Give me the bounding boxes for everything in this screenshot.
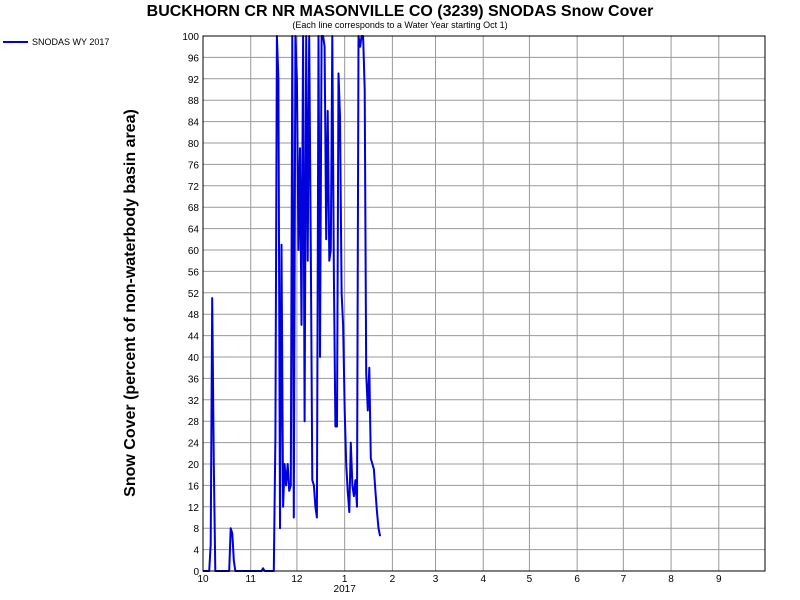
y-tick-label: 20 bbox=[188, 460, 200, 471]
y-tick-label: 72 bbox=[188, 182, 200, 193]
y-tick-label: 60 bbox=[188, 246, 200, 257]
y-tick-label: 96 bbox=[188, 53, 200, 64]
x-tick-label: 5 bbox=[527, 574, 533, 585]
y-tick-label: 84 bbox=[188, 118, 200, 129]
legend: SNODAS WY 2017 bbox=[3, 37, 109, 47]
y-tick-label: 76 bbox=[188, 160, 200, 171]
y-tick-label: 0 bbox=[193, 567, 199, 578]
x-tick-label: 8 bbox=[668, 574, 674, 585]
chart-title: BUCKHORN CR NR MASONVILLE CO (3239) SNOD… bbox=[146, 3, 654, 20]
y-tick-label: 44 bbox=[188, 332, 200, 343]
y-tick-label: 12 bbox=[188, 503, 200, 514]
y-tick-label: 52 bbox=[188, 289, 200, 300]
y-axis-label: Snow Cover (percent of non-waterbody bas… bbox=[122, 109, 139, 497]
y-tick-label: 40 bbox=[188, 353, 200, 364]
series-line bbox=[203, 35, 382, 572]
y-tick-label: 64 bbox=[188, 225, 200, 236]
x-tick-label: 11 bbox=[246, 574, 257, 585]
y-tick-label: 92 bbox=[188, 75, 200, 86]
x-tick-label: 1 bbox=[342, 574, 348, 585]
x-tick-label: 9 bbox=[716, 574, 722, 585]
x-tick-label: 3 bbox=[433, 574, 439, 585]
plot-frame bbox=[202, 35, 766, 572]
x-tick-label: 12 bbox=[291, 574, 303, 585]
chart-subtitle: (Each line corresponds to a Water Year s… bbox=[292, 20, 508, 30]
x-tick-label: 2 bbox=[390, 574, 396, 585]
y-tick-label: 100 bbox=[182, 32, 199, 43]
legend-label: SNODAS WY 2017 bbox=[32, 37, 109, 47]
x-tick-label: 7 bbox=[621, 574, 627, 585]
y-tick-label: 32 bbox=[188, 396, 200, 407]
y-tick-label: 24 bbox=[188, 439, 200, 450]
y-tick-label: 88 bbox=[188, 96, 200, 107]
y-tick-label: 28 bbox=[188, 417, 200, 428]
y-tick-label: 4 bbox=[193, 546, 199, 557]
y-tick-label: 8 bbox=[193, 524, 199, 535]
y-tick-label: 48 bbox=[188, 310, 200, 321]
y-tick-label: 16 bbox=[188, 481, 200, 492]
x-tick-label: 6 bbox=[574, 574, 580, 585]
y-tick-label: 80 bbox=[188, 139, 200, 150]
y-tick-label: 36 bbox=[188, 374, 200, 385]
y-tick-label: 56 bbox=[188, 267, 200, 278]
x-tick-label: 10 bbox=[197, 574, 209, 585]
x-year-label: 2017 bbox=[334, 584, 357, 595]
x-tick-label: 4 bbox=[480, 574, 486, 585]
y-tick-label: 68 bbox=[188, 203, 200, 214]
